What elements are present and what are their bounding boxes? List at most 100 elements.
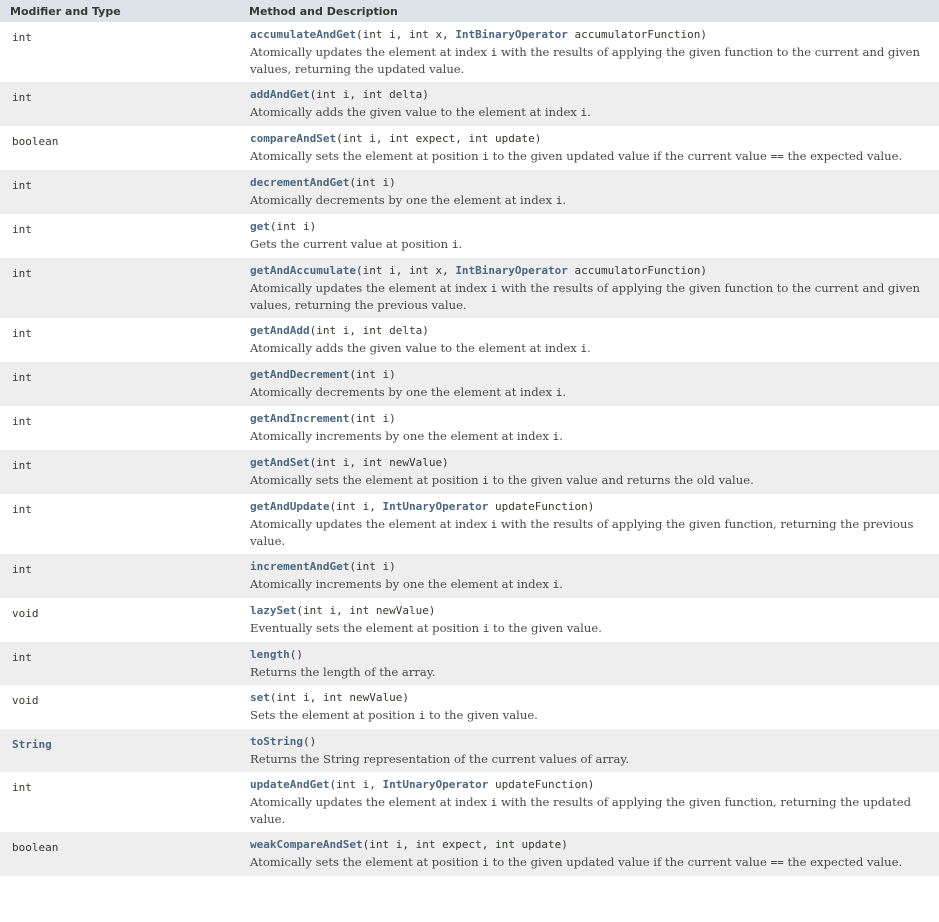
method-name-link[interactable]: set — [250, 691, 270, 704]
table-row: int decrementAndGet(int i) Atomically decr… — [0, 170, 939, 214]
method-name-link[interactable]: lazySet — [250, 604, 297, 617]
modifier-type-cell: int — [0, 258, 240, 318]
method-signature: updateAndGet(int i, IntUnaryOperator upd… — [250, 776, 929, 793]
param-text: (int i) — [349, 368, 396, 381]
code-text: == — [770, 150, 784, 163]
method-name-link[interactable]: get — [250, 220, 270, 233]
method-name-link[interactable]: toString — [250, 735, 303, 748]
return-type: int — [12, 91, 32, 104]
param-text: (int i, int newValue) — [269, 691, 409, 704]
method-description: Atomically sets the element at position … — [250, 148, 929, 165]
return-type: int — [12, 371, 32, 384]
param-text: (int i) — [349, 176, 396, 189]
code-text: i — [490, 796, 498, 809]
method-name-link[interactable]: decrementAndGet — [250, 176, 350, 189]
method-description: Atomically adds the given value to the e… — [250, 340, 929, 357]
method-description: Atomically increments by one the element… — [250, 428, 929, 445]
method-description: Atomically updates the element at index … — [250, 794, 929, 827]
table-row: int getAndAdd(int i, int delta) Atomically… — [0, 318, 939, 362]
param-type-link[interactable]: IntUnaryOperator — [382, 778, 489, 791]
description-text: with the results of applying the given f… — [250, 517, 914, 548]
method-name-link[interactable]: compareAndSet — [250, 132, 337, 145]
description-text: . — [458, 237, 463, 251]
table-row: int getAndDecrement(int i) Atomically decr… — [0, 362, 939, 406]
modifier-type-cell: String — [0, 729, 240, 772]
description-text: to the given updated value if the curren… — [488, 855, 771, 869]
description-text: with the results of applying the given f… — [250, 281, 920, 312]
modifier-type-cell: int — [0, 772, 240, 832]
method-description: Atomically increments by one the element… — [250, 576, 929, 593]
code-text: i — [490, 46, 498, 59]
param-text: (int i, int x, — [355, 264, 456, 277]
method-name-link[interactable]: incrementAndGet — [250, 560, 350, 573]
method-rows: int accumulateAndGet(int i, int x, IntBin… — [0, 22, 939, 876]
return-type-link[interactable]: String — [12, 738, 52, 751]
method-name-link[interactable]: getAndIncrement — [250, 412, 350, 425]
description-text: . — [559, 429, 563, 443]
return-type: boolean — [12, 841, 59, 854]
method-description: Atomically decrements by one the element… — [250, 384, 929, 401]
code-text: i — [580, 342, 588, 355]
modifier-type-header: Modifier and Type — [0, 0, 240, 22]
method-name-link[interactable]: getAndAdd — [250, 324, 310, 337]
description-text: Atomically sets the element at position — [250, 149, 483, 163]
method-name-link[interactable]: getAndUpdate — [250, 500, 330, 513]
table-row: int length() Returns the length of the arr… — [0, 642, 939, 685]
param-type-link[interactable]: IntBinaryOperator — [455, 264, 568, 277]
method-name-link[interactable]: weakCompareAndSet — [250, 838, 363, 851]
modifier-type-cell: int — [0, 82, 240, 126]
method-description-cell: accumulateAndGet(int i, int x, IntBinary… — [240, 22, 939, 82]
method-description-cell: getAndIncrement(int i) Atomically increme… — [240, 406, 939, 450]
code-text: i — [490, 518, 498, 531]
modifier-type-cell: int — [0, 554, 240, 598]
method-signature: addAndGet(int i, int delta) — [250, 86, 929, 103]
table-row: int getAndIncrement(int i) Atomically incr… — [0, 406, 939, 450]
method-name-link[interactable]: getAndSet — [250, 456, 310, 469]
param-text: () — [302, 735, 317, 748]
code-text: i — [555, 386, 563, 399]
method-name-link[interactable]: accumulateAndGet — [250, 28, 356, 41]
param-text: () — [289, 648, 303, 661]
description-text: . — [562, 193, 567, 207]
table-row: int get(int i) Gets the current value at p… — [0, 214, 939, 258]
table-row: boolean weakCompareAndSet(int i, int expe… — [0, 832, 939, 876]
return-type: int — [12, 327, 32, 340]
return-type: void — [12, 607, 39, 620]
method-description: Sets the element at position i to the gi… — [250, 707, 929, 724]
method-description-cell: compareAndSet(int i, int expect, int upd… — [240, 126, 939, 170]
method-name-link[interactable]: addAndGet — [250, 88, 310, 101]
method-description-header: Method and Description — [240, 0, 939, 22]
method-signature: getAndDecrement(int i) — [250, 366, 929, 383]
method-signature: toString() — [250, 733, 929, 750]
method-name-link[interactable]: updateAndGet — [250, 778, 330, 791]
param-text: (int i, — [329, 500, 383, 513]
param-text: (int i, int expect, int update) — [362, 838, 568, 851]
method-signature: compareAndSet(int i, int expect, int upd… — [250, 130, 929, 147]
return-type: int — [12, 267, 32, 280]
description-text: Atomically updates the element at index — [250, 517, 491, 531]
return-type: int — [12, 415, 32, 428]
param-type-link[interactable]: IntUnaryOperator — [382, 500, 489, 513]
method-name-link[interactable]: length — [250, 648, 290, 661]
method-description: Atomically updates the element at index … — [250, 516, 929, 549]
param-text: (int i, int delta) — [309, 88, 429, 101]
table-row: int getAndUpdate(int i, IntUnaryOperator … — [0, 494, 939, 554]
param-text: accumulatorFunction) — [567, 264, 707, 277]
method-description: Atomically decrements by one the element… — [250, 192, 929, 209]
description-text: Atomically updates the element at index — [250, 45, 491, 59]
method-name-link[interactable]: getAndAccumulate — [250, 264, 356, 277]
modifier-type-cell: int — [0, 362, 240, 406]
return-type: boolean — [12, 135, 59, 148]
table-row: boolean compareAndSet(int i, int expect, … — [0, 126, 939, 170]
description-text: Atomically adds the given value to the e… — [250, 341, 581, 355]
description-text: to the given value. — [425, 708, 538, 722]
code-text: i — [482, 150, 489, 163]
return-type: void — [12, 694, 39, 707]
description-text: with the results of applying the given f… — [250, 45, 920, 76]
method-name-link[interactable]: getAndDecrement — [250, 368, 350, 381]
method-description: Eventually sets the element at position … — [250, 620, 929, 637]
param-type-link[interactable]: IntBinaryOperator — [455, 28, 568, 41]
description-text: the expected value. — [783, 149, 903, 163]
description-text: Atomically increments by one the element… — [250, 429, 553, 443]
method-description-cell: getAndSet(int i, int newValue) Atomically… — [240, 450, 939, 494]
